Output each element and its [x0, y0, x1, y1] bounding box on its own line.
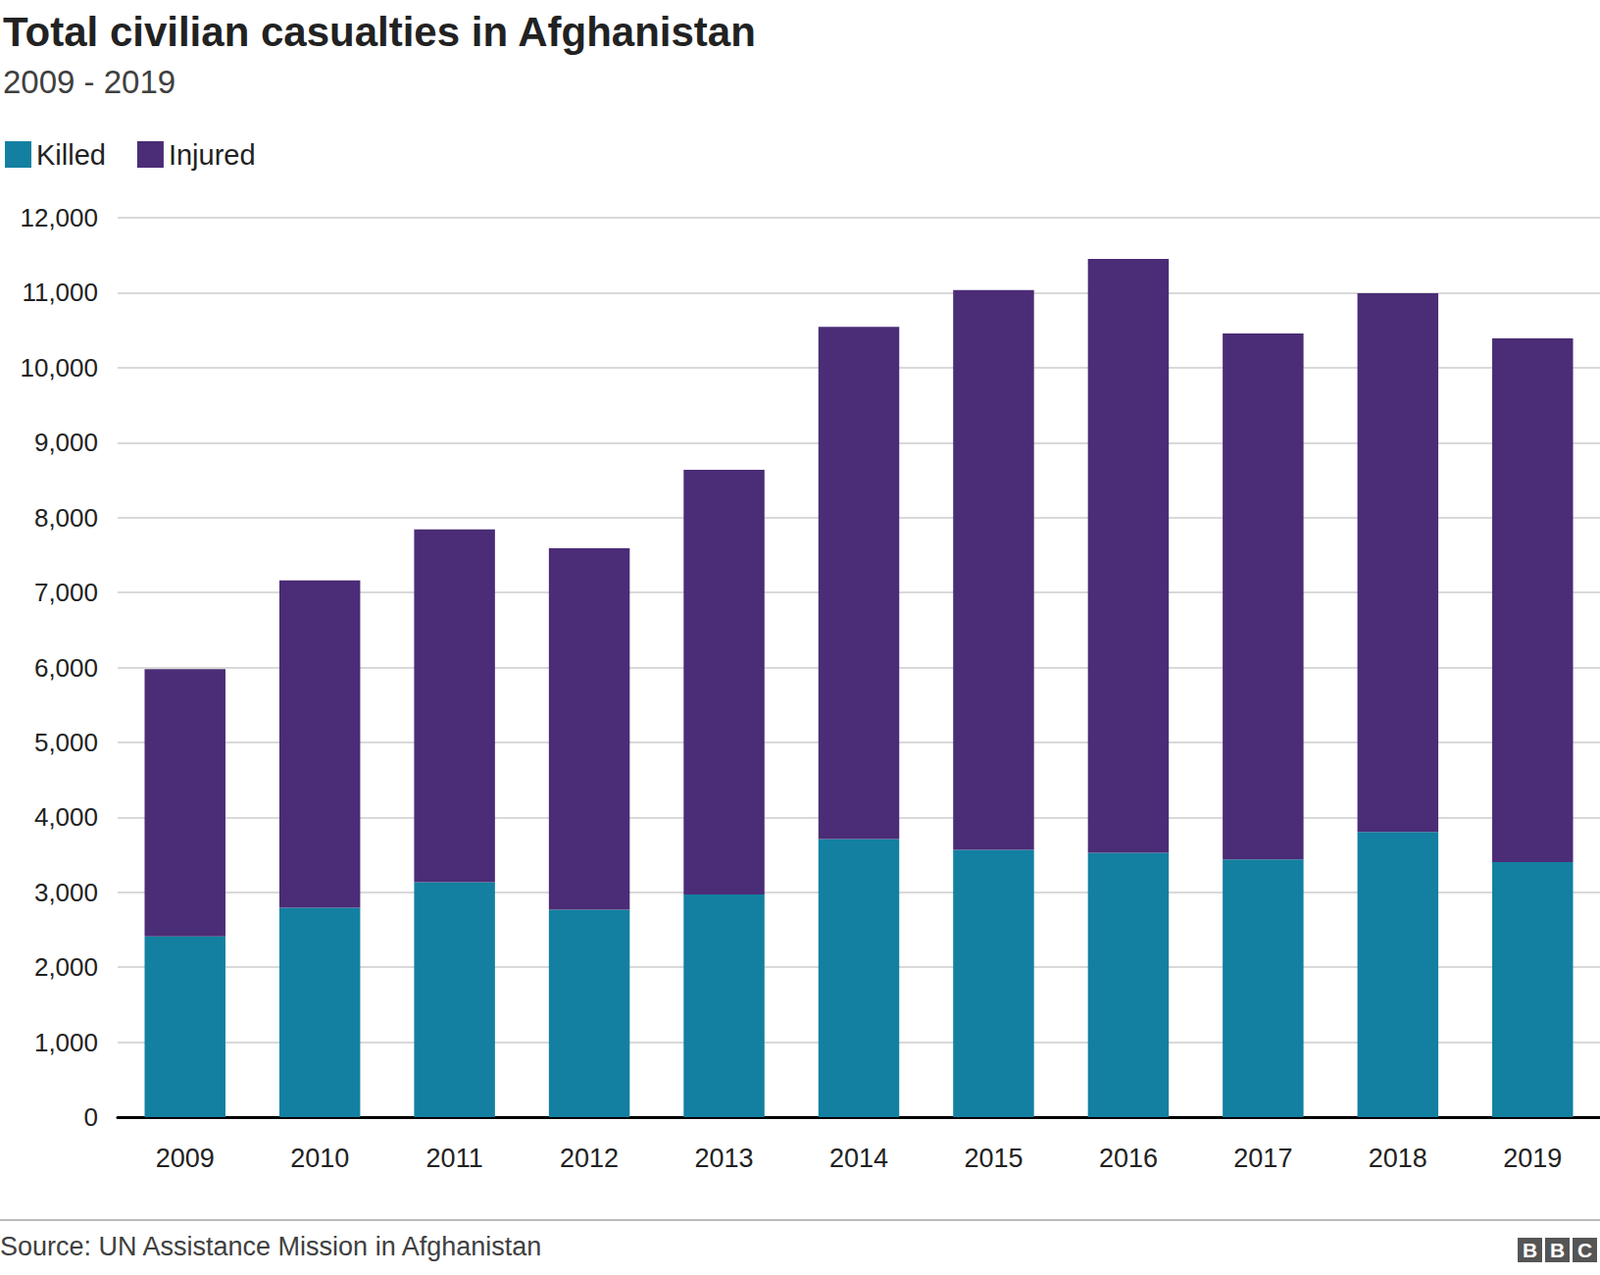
- svg-text:Total civilian casualties in A: Total civilian casualties in Afghanistan: [2, 8, 756, 55]
- svg-text:2012: 2012: [559, 1143, 619, 1173]
- svg-text:Injured: Injured: [168, 139, 256, 171]
- svg-text:3,000: 3,000: [34, 877, 99, 907]
- svg-text:5,000: 5,000: [34, 727, 99, 757]
- svg-text:Source: UN Assistance Mission: Source: UN Assistance Mission in Afghani…: [0, 1231, 542, 1261]
- svg-text:B: B: [1522, 1238, 1538, 1261]
- svg-text:6,000: 6,000: [34, 652, 99, 683]
- svg-text:9,000: 9,000: [34, 427, 99, 457]
- svg-text:2016: 2016: [1099, 1143, 1158, 1173]
- svg-text:2014: 2014: [829, 1143, 889, 1173]
- svg-text:2011: 2011: [426, 1143, 484, 1173]
- svg-text:12,000: 12,000: [19, 202, 99, 233]
- svg-text:2018: 2018: [1368, 1143, 1428, 1173]
- svg-text:7,000: 7,000: [34, 577, 99, 607]
- svg-text:2009 - 2019: 2009 - 2019: [2, 63, 176, 100]
- svg-text:2019: 2019: [1502, 1143, 1562, 1173]
- svg-text:C: C: [1577, 1238, 1593, 1261]
- svg-text:2,000: 2,000: [34, 951, 99, 982]
- svg-text:Killed: Killed: [36, 139, 106, 171]
- svg-text:B: B: [1550, 1238, 1565, 1261]
- svg-text:11,000: 11,000: [21, 277, 99, 307]
- svg-text:1,000: 1,000: [34, 1027, 99, 1057]
- svg-text:4,000: 4,000: [34, 801, 99, 832]
- svg-text:10,000: 10,000: [19, 352, 99, 383]
- svg-text:8,000: 8,000: [34, 502, 99, 533]
- svg-text:2017: 2017: [1233, 1143, 1293, 1173]
- svg-text:2015: 2015: [963, 1143, 1023, 1173]
- svg-text:0: 0: [84, 1101, 99, 1132]
- svg-text:2013: 2013: [695, 1143, 754, 1173]
- svg-text:2009: 2009: [155, 1143, 215, 1173]
- svg-text:2010: 2010: [290, 1143, 350, 1173]
